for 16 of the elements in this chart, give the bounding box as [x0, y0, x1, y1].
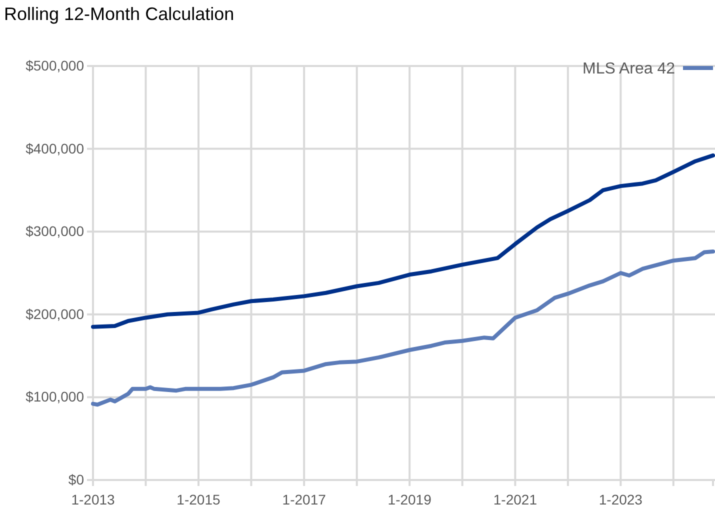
chart-title: Rolling 12-Month Calculation — [4, 4, 234, 24]
line-series — [91, 153, 715, 329]
line-series — [91, 249, 715, 407]
y-tick-label: $0 — [68, 471, 84, 488]
y-tick-label: $500,000 — [26, 57, 84, 74]
y-tick-label: $300,000 — [26, 223, 84, 240]
x-tick-label: 1-2021 — [493, 491, 538, 508]
y-tick-label: $100,000 — [26, 388, 84, 405]
legend-label: MLS Area 42 — [582, 60, 676, 78]
y-tick-label: $400,000 — [26, 140, 84, 156]
x-tick-label: 1-2023 — [598, 491, 643, 508]
x-tick-label: 1-2015 — [176, 491, 220, 508]
x-tick-label: 1-2013 — [71, 491, 116, 508]
x-tick-label: 1-2019 — [388, 491, 432, 508]
y-tick-label: $200,000 — [26, 306, 84, 322]
x-tick-label: 1-2017 — [282, 491, 326, 508]
